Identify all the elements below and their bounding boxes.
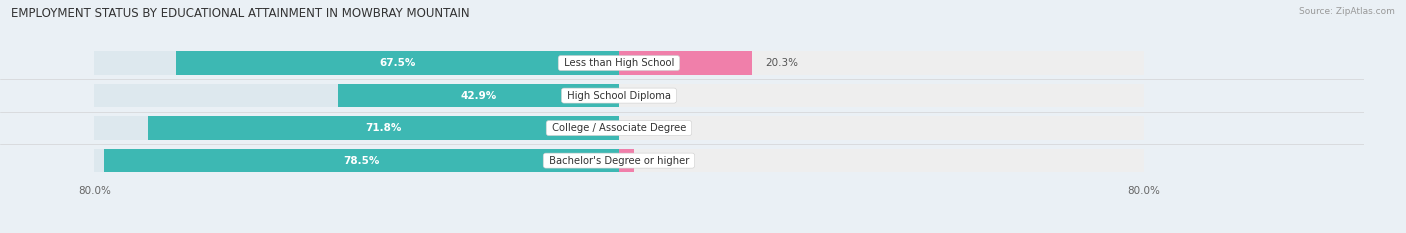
Text: 78.5%: 78.5% [343, 156, 380, 166]
Text: High School Diploma: High School Diploma [564, 91, 673, 101]
Text: College / Associate Degree: College / Associate Degree [548, 123, 689, 133]
Text: 42.9%: 42.9% [460, 91, 496, 101]
Text: 20.3%: 20.3% [765, 58, 799, 68]
Bar [337, 84, 619, 107]
Text: 71.8%: 71.8% [366, 123, 402, 133]
Bar [94, 84, 619, 107]
Bar [176, 51, 619, 75]
Text: Bachelor's Degree or higher: Bachelor's Degree or higher [546, 156, 692, 166]
Bar [619, 116, 1143, 140]
Text: Less than High School: Less than High School [561, 58, 678, 68]
Bar [94, 149, 619, 172]
Bar [619, 84, 1143, 107]
Bar [94, 116, 619, 140]
Bar [619, 149, 634, 172]
Bar [104, 149, 619, 172]
Bar [619, 51, 752, 75]
Bar [148, 116, 619, 140]
Text: EMPLOYMENT STATUS BY EDUCATIONAL ATTAINMENT IN MOWBRAY MOUNTAIN: EMPLOYMENT STATUS BY EDUCATIONAL ATTAINM… [11, 7, 470, 20]
Text: 0.0%: 0.0% [633, 91, 658, 101]
Text: 67.5%: 67.5% [380, 58, 416, 68]
Bar [94, 51, 619, 75]
Text: Source: ZipAtlas.com: Source: ZipAtlas.com [1299, 7, 1395, 16]
Text: 2.3%: 2.3% [647, 156, 673, 166]
Text: 0.0%: 0.0% [633, 123, 658, 133]
Bar [619, 149, 1143, 172]
Bar [619, 51, 1143, 75]
